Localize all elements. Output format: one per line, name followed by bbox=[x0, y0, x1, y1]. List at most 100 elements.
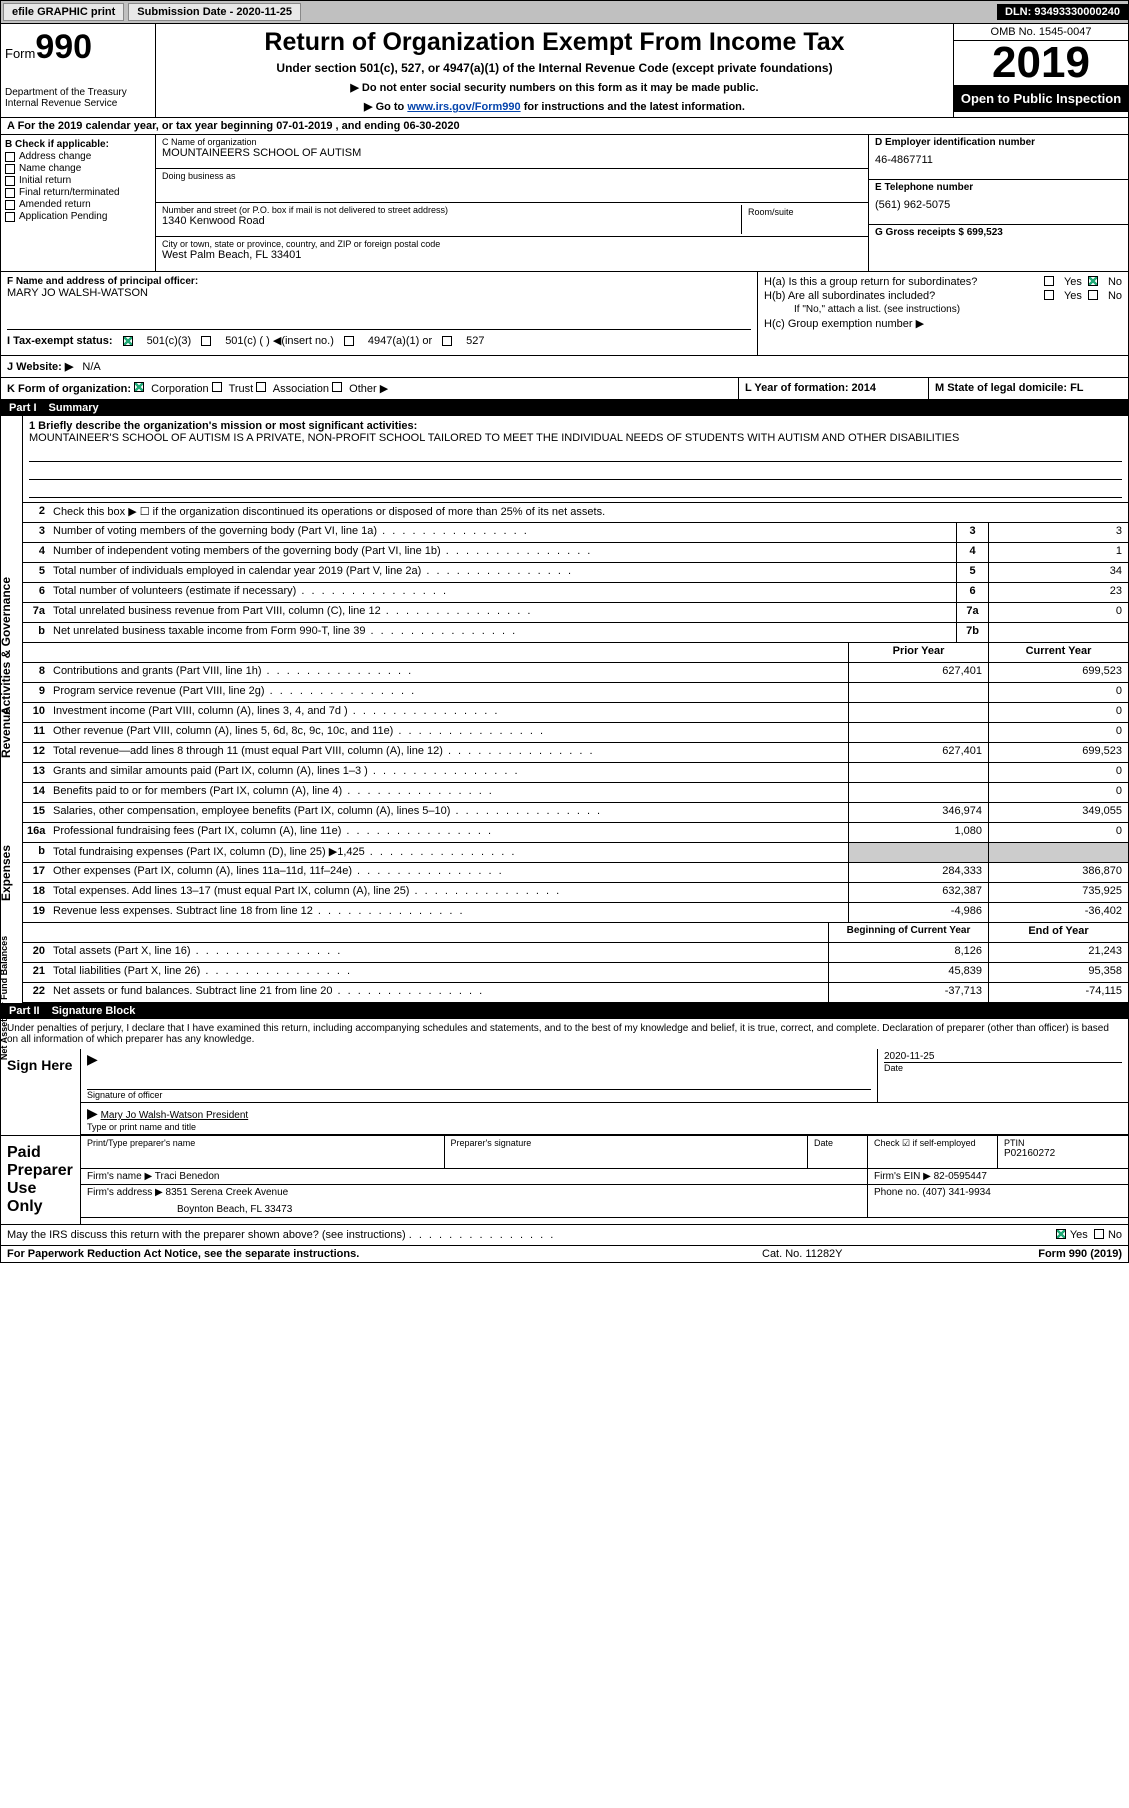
firm-addr2: Boynton Beach, FL 33473 bbox=[87, 1204, 861, 1215]
current-year-val: 735,925 bbox=[988, 883, 1128, 902]
gross-label: G Gross receipts $ 699,523 bbox=[875, 227, 1122, 238]
line-text: Number of independent voting members of … bbox=[49, 543, 956, 562]
checkbox[interactable] bbox=[5, 164, 15, 174]
sign-here-body: ▶ Signature of officer 2020-11-25 Date ▶… bbox=[81, 1049, 1128, 1135]
note2-post: for instructions and the latest informat… bbox=[521, 101, 745, 113]
chk-corp[interactable] bbox=[134, 382, 144, 392]
line-num: 4 bbox=[23, 543, 49, 562]
check-label: Application Pending bbox=[19, 211, 107, 222]
tax-year: 2019 bbox=[954, 41, 1128, 85]
chk-527[interactable] bbox=[442, 336, 452, 346]
checkbox[interactable] bbox=[5, 176, 15, 186]
row-k-formorg: K Form of organization: Corporation Trus… bbox=[1, 378, 1128, 400]
submission-date-label: Submission Date - 2020-11-25 bbox=[128, 3, 301, 21]
tab-net-label: Net Assets or Fund Balances bbox=[0, 936, 9, 1060]
line-text: Salaries, other compensation, employee b… bbox=[49, 803, 848, 822]
dots bbox=[409, 1229, 556, 1241]
addr-label: Number and street (or P.O. box if mail i… bbox=[162, 205, 741, 215]
line-value bbox=[988, 623, 1128, 642]
arrow-icon2: ▶ bbox=[87, 1105, 98, 1121]
firm-ein-label: Firm's EIN ▶ bbox=[874, 1171, 931, 1182]
ha-yes[interactable] bbox=[1044, 276, 1054, 286]
prep-name-cell: Print/Type preparer's name bbox=[81, 1136, 445, 1168]
ein-label: D Employer identification number bbox=[875, 137, 1122, 148]
checkbox[interactable] bbox=[5, 152, 15, 162]
sig-officer-cell: ▶ Signature of officer bbox=[81, 1049, 878, 1102]
net-header-row: Beginning of Current Year End of Year bbox=[23, 923, 1128, 943]
chk-4947[interactable] bbox=[344, 336, 354, 346]
line-num: 16a bbox=[23, 823, 49, 842]
irs-link[interactable]: www.irs.gov/Form990 bbox=[407, 101, 520, 113]
current-year-hdr: Current Year bbox=[988, 643, 1128, 662]
opt-501c3: 501(c)(3) bbox=[147, 335, 192, 347]
line-text: Investment income (Part VIII, column (A)… bbox=[49, 703, 848, 722]
ha-text: H(a) Is this a group return for subordin… bbox=[764, 276, 1044, 288]
line-num: 14 bbox=[23, 783, 49, 802]
tel-label: E Telephone number bbox=[875, 182, 1122, 193]
gov-body: 1 Briefly describe the organization's mi… bbox=[23, 416, 1128, 643]
gov-row: 3Number of voting members of the governi… bbox=[23, 523, 1128, 543]
efile-print-button[interactable]: efile GRAPHIC print bbox=[3, 3, 124, 21]
ha-no[interactable] bbox=[1088, 276, 1098, 286]
line-value: 34 bbox=[988, 563, 1128, 582]
chk-501c3[interactable] bbox=[123, 336, 133, 346]
checkbox[interactable] bbox=[5, 200, 15, 210]
end-hdr: End of Year bbox=[988, 923, 1128, 942]
firm-name-label: Firm's name ▶ bbox=[87, 1171, 152, 1182]
tab-rev-label: Revenue bbox=[0, 708, 13, 758]
checkbox[interactable] bbox=[5, 212, 15, 222]
sig-date: 2020-11-25 bbox=[884, 1051, 1122, 1063]
sig-officer-row: ▶ Signature of officer 2020-11-25 Date bbox=[81, 1049, 1128, 1103]
line-num: 7a bbox=[23, 603, 49, 622]
chk-trust[interactable] bbox=[212, 382, 222, 392]
data-row: 15Salaries, other compensation, employee… bbox=[23, 803, 1128, 823]
mission-label: 1 Briefly describe the organization's mi… bbox=[29, 420, 1122, 432]
gov-row: 7aTotal unrelated business revenue from … bbox=[23, 603, 1128, 623]
line-text: Net unrelated business taxable income fr… bbox=[49, 623, 956, 642]
form-number: Form990 bbox=[5, 28, 151, 67]
line-box: 6 bbox=[956, 583, 988, 602]
line-text: Other revenue (Part VIII, column (A), li… bbox=[49, 723, 848, 742]
discuss-yes[interactable] bbox=[1056, 1229, 1066, 1239]
firm-ein-cell: Firm's EIN ▶ 82-0595447 bbox=[868, 1169, 1128, 1184]
officer-sig-line[interactable] bbox=[87, 1068, 871, 1090]
hb-yes[interactable] bbox=[1044, 290, 1054, 300]
sig-name-row: ▶ Mary Jo Walsh-Watson President Type or… bbox=[81, 1103, 1128, 1135]
b-check-item: Final return/terminated bbox=[5, 187, 151, 198]
ptin-value: P02160272 bbox=[1004, 1148, 1122, 1159]
line-text: Other expenses (Part IX, column (A), lin… bbox=[49, 863, 848, 882]
discuss-no-label: No bbox=[1108, 1229, 1122, 1241]
part1-header: Part I Summary bbox=[1, 400, 1128, 416]
chk-501c[interactable] bbox=[201, 336, 211, 346]
hb-text: H(b) Are all subordinates included? bbox=[764, 290, 1044, 302]
data-row: 14Benefits paid to or for members (Part … bbox=[23, 783, 1128, 803]
line-num: 12 bbox=[23, 743, 49, 762]
chk-assoc[interactable] bbox=[256, 382, 266, 392]
line-num: 10 bbox=[23, 703, 49, 722]
paid-preparer-body: Print/Type preparer's name Preparer's si… bbox=[81, 1136, 1128, 1224]
form-subtitle: Under section 501(c), 527, or 4947(a)(1)… bbox=[160, 61, 949, 75]
b-check-item: Application Pending bbox=[5, 211, 151, 222]
website-value: N/A bbox=[82, 361, 100, 373]
prep-date-label: Date bbox=[814, 1138, 861, 1148]
discuss-text: May the IRS discuss this return with the… bbox=[7, 1229, 1056, 1241]
current-year-val: 0 bbox=[988, 723, 1128, 742]
sign-here-label: Sign Here bbox=[1, 1049, 81, 1135]
k-label: K Form of organization: bbox=[7, 383, 131, 395]
chk-other[interactable] bbox=[332, 382, 342, 392]
rev-body: Prior Year Current Year 8Contributions a… bbox=[23, 643, 1128, 763]
discuss-no[interactable] bbox=[1094, 1229, 1104, 1239]
prior-year-val: 8,126 bbox=[828, 943, 988, 962]
form-container: efile GRAPHIC print Submission Date - 20… bbox=[0, 0, 1129, 1263]
line2-text: Check this box ▶ ☐ if the organization d… bbox=[49, 503, 1128, 522]
city-label: City or town, state or province, country… bbox=[162, 239, 862, 249]
checkbox[interactable] bbox=[5, 188, 15, 198]
c-name-cell: C Name of organization MOUNTAINEERS SCHO… bbox=[156, 135, 868, 169]
part2-num: Part II bbox=[9, 1005, 40, 1017]
hb-no[interactable] bbox=[1088, 290, 1098, 300]
paid-preparer-grid: Paid Preparer Use Only Print/Type prepar… bbox=[1, 1135, 1128, 1224]
check-label: Final return/terminated bbox=[19, 187, 120, 198]
data-row: 9Program service revenue (Part VIII, lin… bbox=[23, 683, 1128, 703]
current-year-val bbox=[988, 843, 1128, 862]
current-year-val: 0 bbox=[988, 783, 1128, 802]
